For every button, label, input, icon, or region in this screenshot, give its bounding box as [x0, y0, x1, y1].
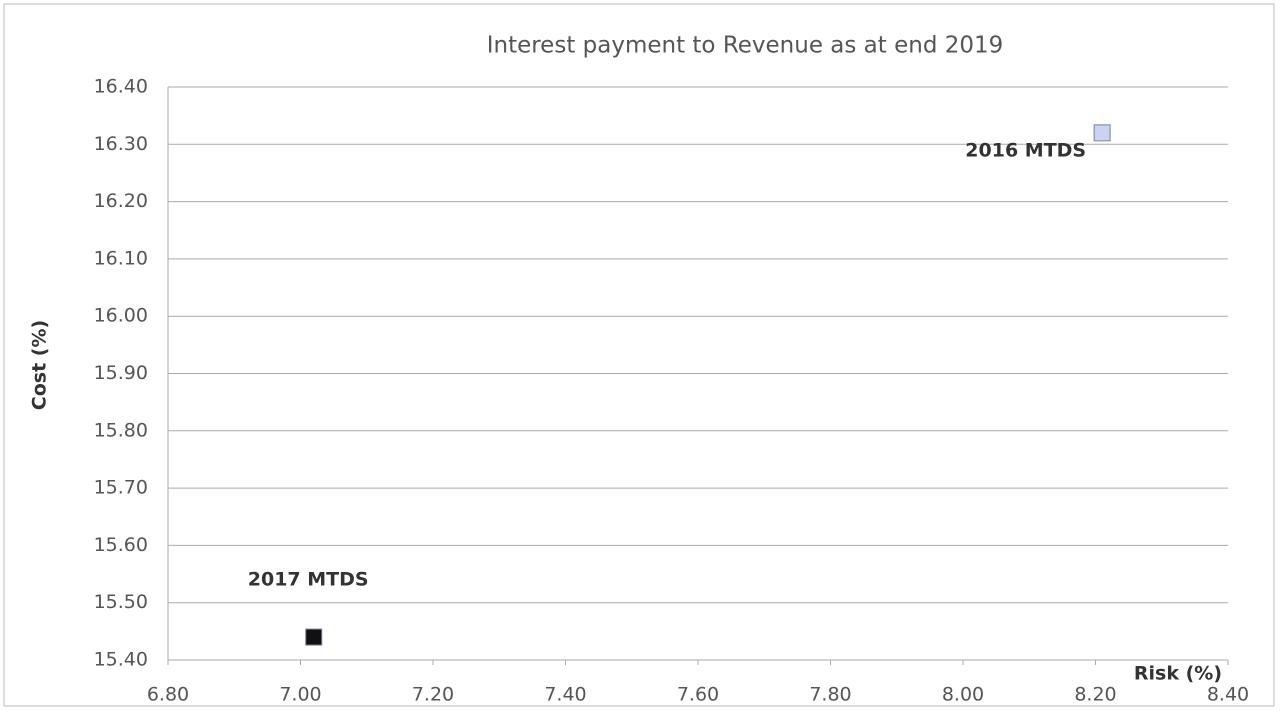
y-tick-label: 16.30: [94, 133, 148, 155]
y-tick-label: 16.10: [94, 247, 148, 269]
y-tick-label: 16.20: [94, 190, 148, 212]
y-tick-label: 15.70: [94, 477, 148, 499]
y-tick-label: 16.00: [94, 305, 148, 327]
y-axis-label: Cost (%): [29, 320, 51, 410]
x-axis-label: Risk (%): [1134, 663, 1222, 685]
x-tick-label: 7.20: [412, 684, 454, 706]
x-tick-label: 7.80: [809, 684, 851, 706]
point: [1093, 124, 1111, 142]
chart-frame: [3, 3, 1275, 707]
x-tick-label: 7.00: [279, 684, 321, 706]
x-tick-label: 7.60: [677, 684, 719, 706]
y-tick-label: 16.40: [94, 76, 148, 98]
point: [305, 628, 323, 646]
x-tick-label: 7.40: [544, 684, 586, 706]
y-tick-label: 15.90: [94, 362, 148, 384]
x-tick-label: 8.20: [1074, 684, 1116, 706]
y-tick-label: 15.40: [94, 649, 148, 671]
y-tick-label: 15.60: [94, 534, 148, 556]
x-tick-label: 8.00: [942, 684, 984, 706]
x-tick-label: 8.40: [1207, 684, 1249, 706]
y-tick-label: 15.50: [94, 591, 148, 613]
x-tick-label: 6.80: [147, 684, 189, 706]
chart-title: Interest payment to Revenue as at end 20…: [487, 33, 1004, 59]
y-tick-label: 15.80: [94, 419, 148, 441]
point-label: 2017 MTDS: [248, 569, 369, 591]
point-label: 2016 MTDS: [965, 139, 1086, 161]
